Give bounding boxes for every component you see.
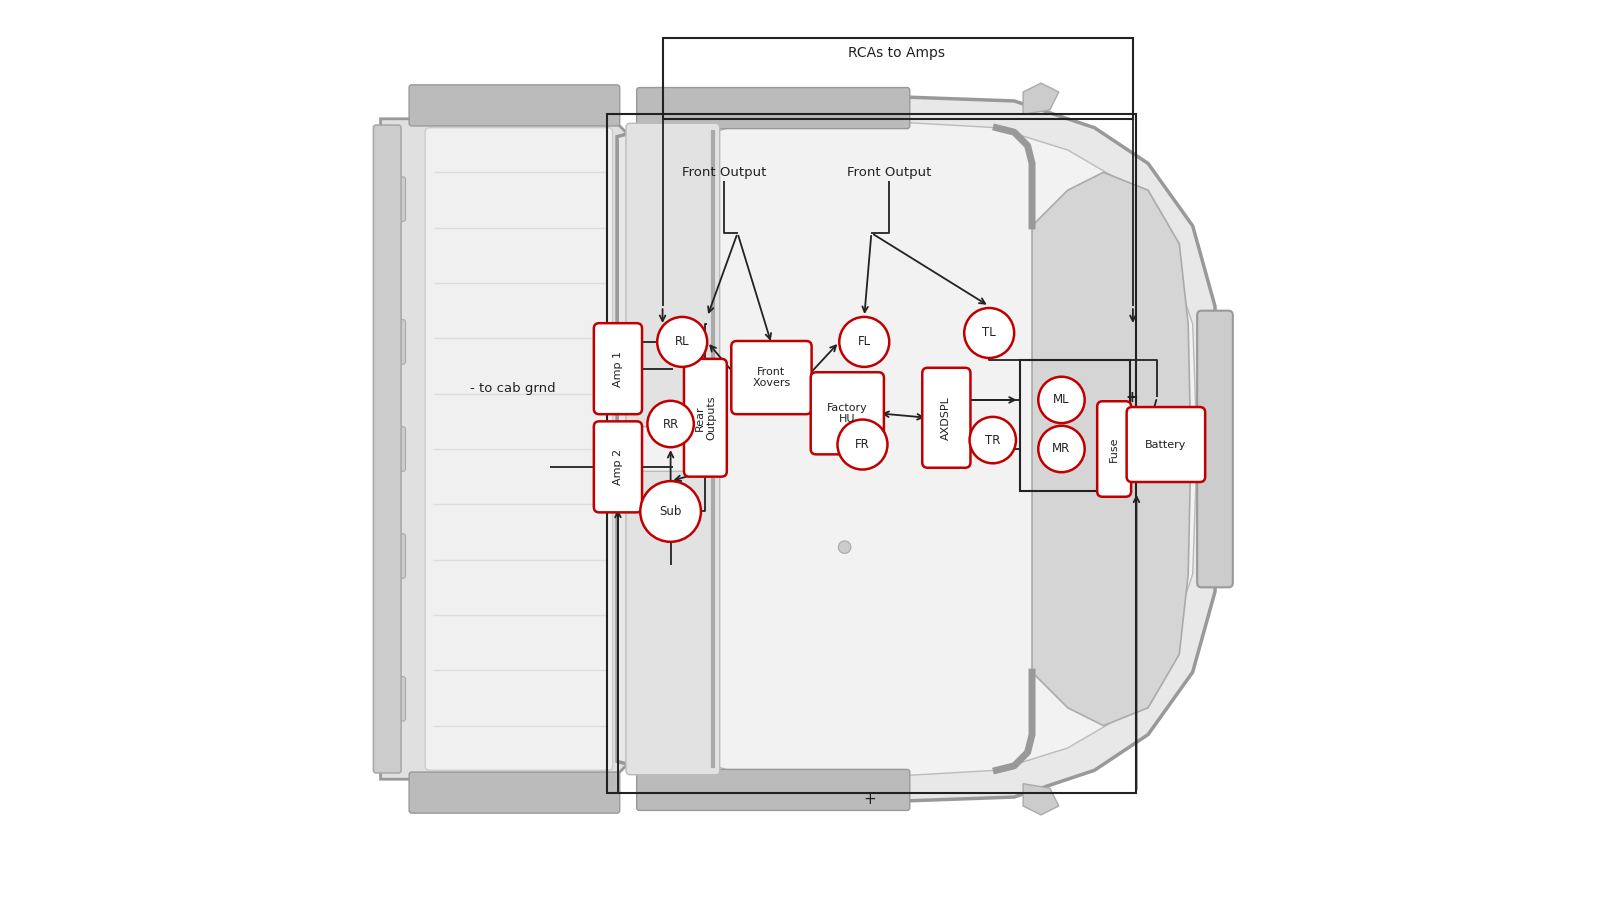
FancyBboxPatch shape xyxy=(594,323,642,414)
FancyBboxPatch shape xyxy=(410,85,619,126)
Text: - to cab grnd: - to cab grnd xyxy=(470,382,555,395)
Text: Battery: Battery xyxy=(1146,439,1187,450)
Text: ML: ML xyxy=(1053,393,1070,407)
Text: Amp 2: Amp 2 xyxy=(613,449,622,485)
FancyBboxPatch shape xyxy=(594,421,642,513)
FancyBboxPatch shape xyxy=(637,88,910,128)
Polygon shape xyxy=(630,120,1197,778)
Circle shape xyxy=(1038,377,1085,423)
Text: MR: MR xyxy=(1053,443,1070,455)
Text: Front
Xovers: Front Xovers xyxy=(752,366,790,389)
Bar xyxy=(608,114,1136,793)
Circle shape xyxy=(838,541,851,553)
Circle shape xyxy=(965,308,1014,358)
Text: Front Output: Front Output xyxy=(846,166,931,179)
Circle shape xyxy=(658,317,707,367)
Text: +: + xyxy=(1126,390,1138,405)
FancyBboxPatch shape xyxy=(382,320,405,365)
Polygon shape xyxy=(381,119,630,779)
FancyBboxPatch shape xyxy=(426,128,613,770)
Circle shape xyxy=(618,369,635,386)
FancyBboxPatch shape xyxy=(626,471,720,775)
Circle shape xyxy=(648,401,694,447)
Text: Front Output: Front Output xyxy=(682,166,766,179)
Text: RR: RR xyxy=(662,418,678,430)
Circle shape xyxy=(621,440,640,458)
FancyBboxPatch shape xyxy=(382,676,405,721)
Text: Fuse: Fuse xyxy=(1109,436,1118,462)
Polygon shape xyxy=(1022,784,1059,814)
Polygon shape xyxy=(1032,172,1190,726)
FancyBboxPatch shape xyxy=(1098,401,1131,497)
Text: TR: TR xyxy=(986,434,1000,446)
FancyBboxPatch shape xyxy=(1197,311,1234,587)
Text: Amp 1: Amp 1 xyxy=(613,351,622,387)
Circle shape xyxy=(1038,426,1085,472)
FancyBboxPatch shape xyxy=(382,533,405,578)
FancyBboxPatch shape xyxy=(382,177,405,222)
Circle shape xyxy=(837,419,888,470)
Text: Factory
HU: Factory HU xyxy=(827,402,867,424)
Text: Rear
Outputs: Rear Outputs xyxy=(694,395,717,440)
FancyBboxPatch shape xyxy=(811,373,883,454)
Text: FL: FL xyxy=(858,336,870,348)
FancyBboxPatch shape xyxy=(637,770,910,810)
Circle shape xyxy=(970,417,1016,463)
Polygon shape xyxy=(1022,84,1059,114)
Polygon shape xyxy=(618,96,1219,802)
Text: +: + xyxy=(864,792,875,807)
FancyBboxPatch shape xyxy=(1126,407,1205,482)
FancyBboxPatch shape xyxy=(922,368,971,468)
FancyBboxPatch shape xyxy=(373,125,402,773)
Bar xyxy=(662,39,1133,119)
FancyBboxPatch shape xyxy=(382,427,405,471)
Circle shape xyxy=(840,317,890,367)
Text: TL: TL xyxy=(982,327,997,339)
FancyBboxPatch shape xyxy=(626,123,720,427)
Circle shape xyxy=(640,481,701,541)
Text: RCAs to Amps: RCAs to Amps xyxy=(848,46,946,60)
Text: AXDSPL: AXDSPL xyxy=(941,396,952,440)
FancyBboxPatch shape xyxy=(683,359,726,477)
FancyBboxPatch shape xyxy=(410,772,619,813)
Text: FR: FR xyxy=(854,438,870,451)
Text: Sub: Sub xyxy=(659,505,682,518)
FancyBboxPatch shape xyxy=(731,341,811,414)
Text: RL: RL xyxy=(675,336,690,348)
Bar xyxy=(1019,360,1130,491)
